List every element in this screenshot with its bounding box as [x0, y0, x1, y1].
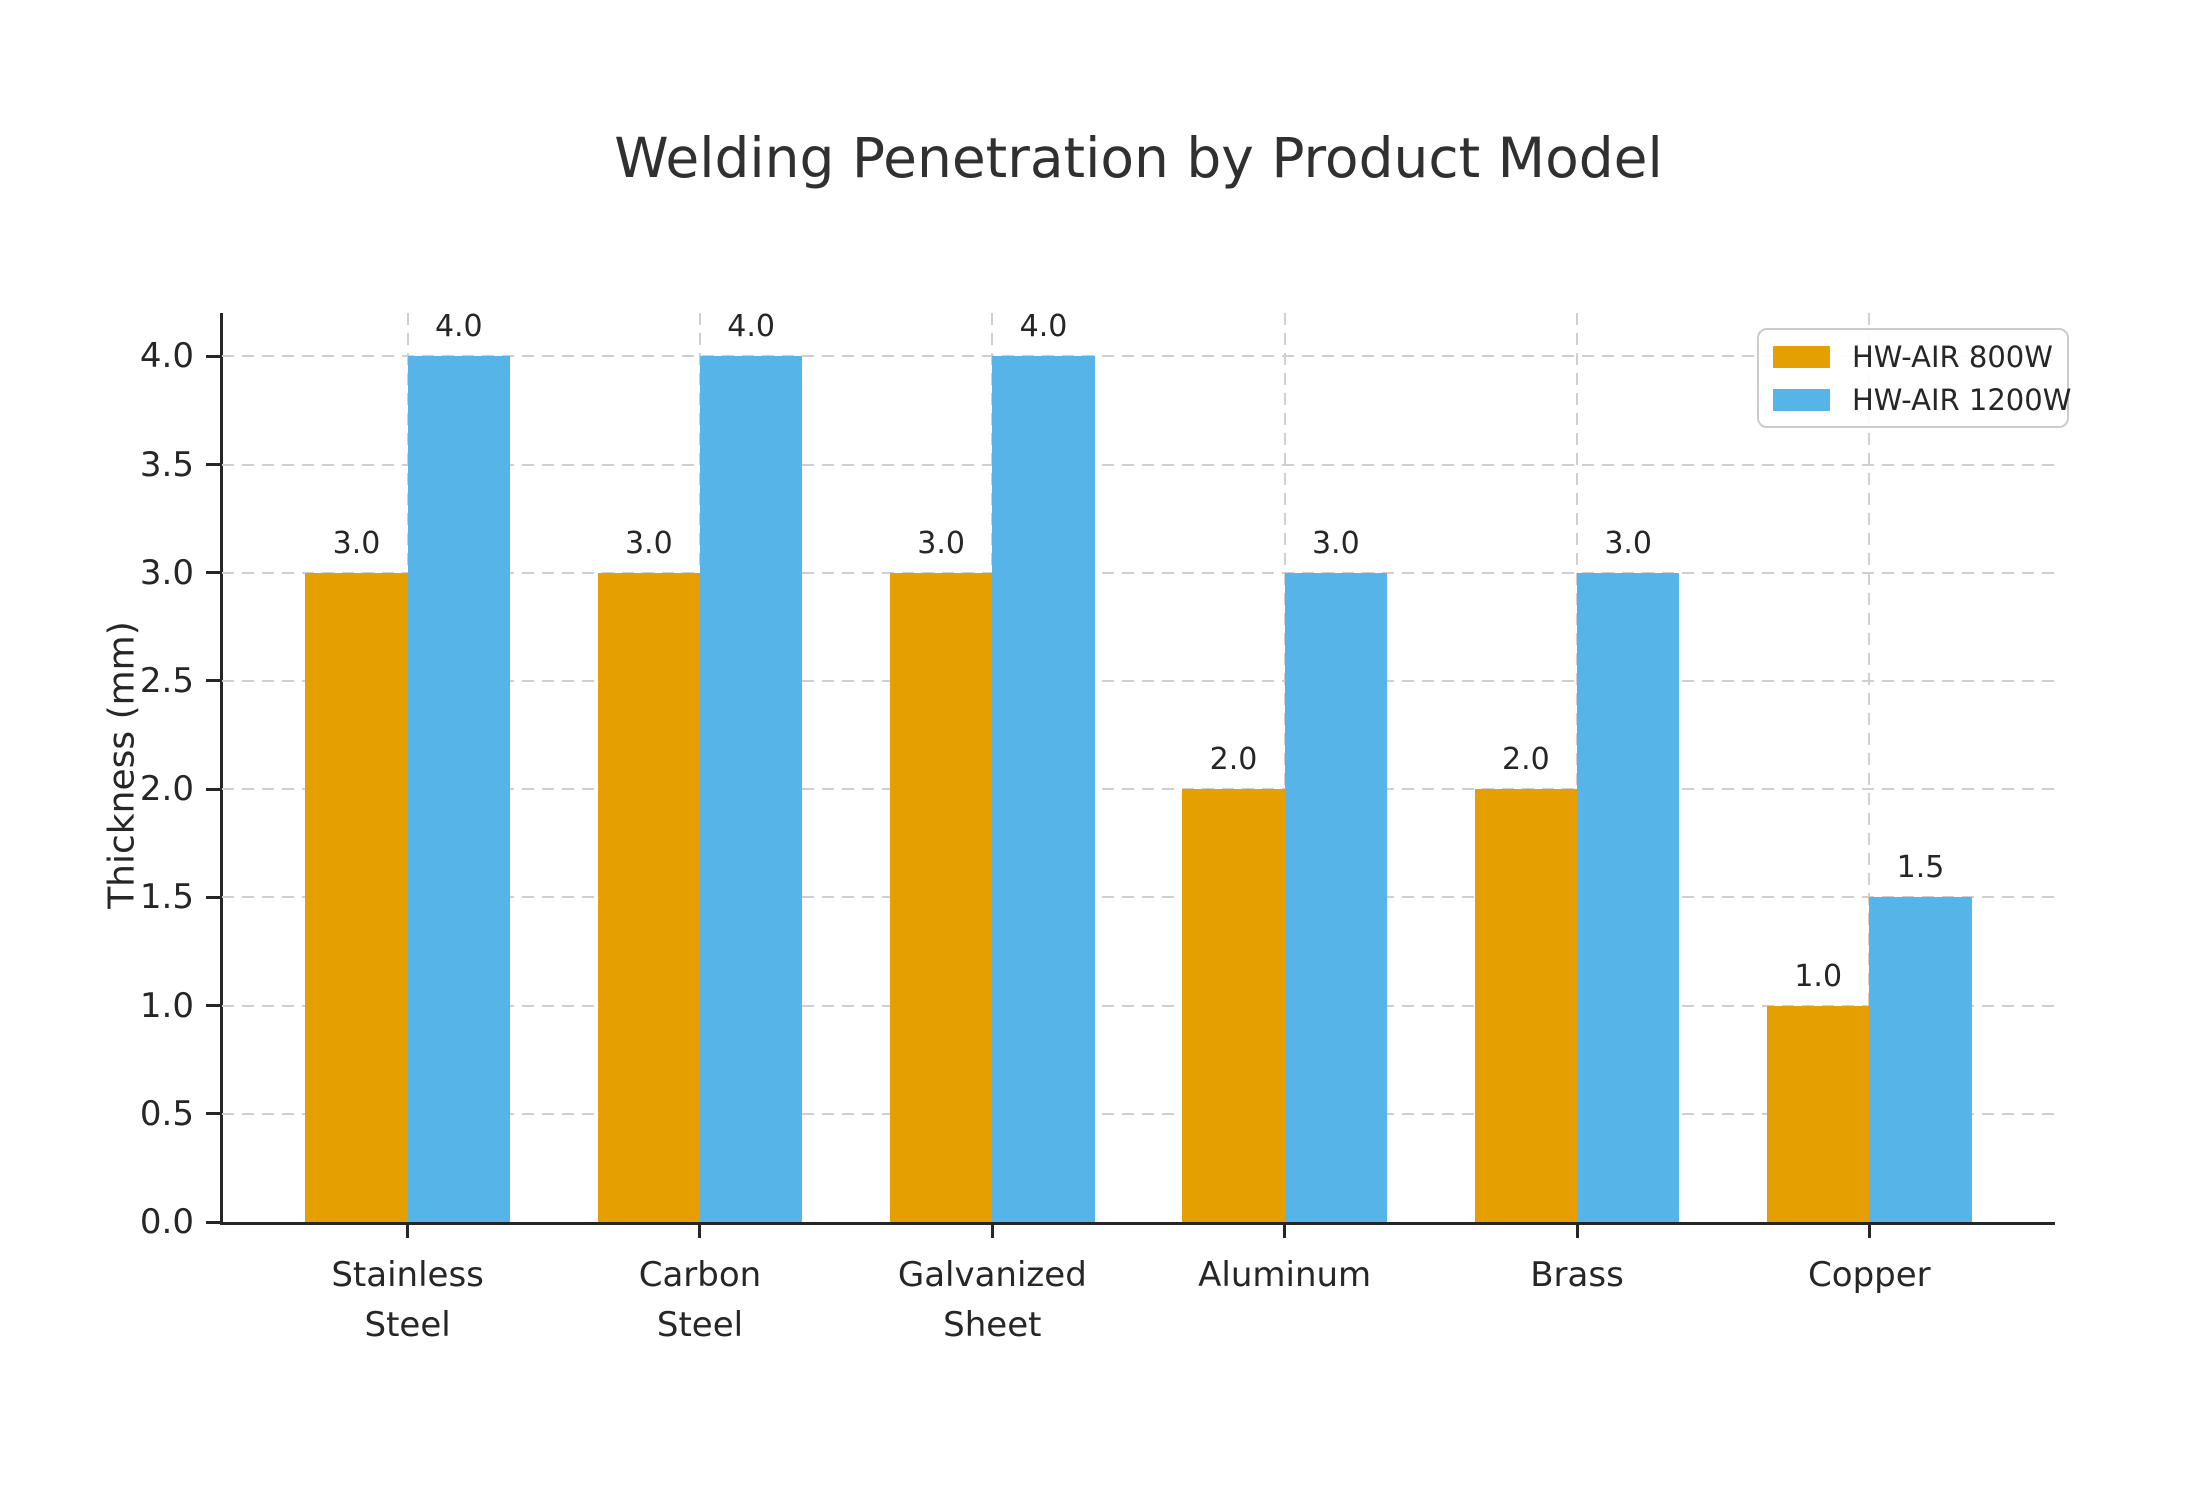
gridline-horizontal — [222, 463, 2055, 466]
y-tick-mark — [206, 1004, 220, 1008]
bar — [890, 572, 993, 1222]
y-tick-mark — [206, 463, 220, 466]
legend-color-swatch — [1773, 388, 1830, 411]
x-tick-mark — [990, 1225, 994, 1238]
y-tick-label: 4.0 — [139, 336, 194, 377]
gridline-horizontal — [222, 571, 2055, 574]
x-tick-mark — [1283, 1225, 1287, 1238]
x-tick-label: Carbon Steel — [638, 1255, 762, 1345]
bar-value-label: 3.0 — [624, 525, 673, 561]
x-tick-label: Stainless Steel — [331, 1255, 484, 1345]
bar-value-label: 1.0 — [1794, 958, 1843, 994]
bar — [597, 572, 700, 1222]
y-tick-label: 0.5 — [139, 1093, 194, 1134]
bar — [992, 356, 1095, 1222]
bar — [699, 356, 803, 1222]
legend-color-swatch — [1773, 345, 1830, 368]
plot-area: 0.0 0.5 1.0 1.5 2.0 2.5 3.0 3.5 4.0 Stainless Ste… — [140, 309, 2055, 1345]
bar — [1869, 897, 1972, 1222]
bar — [1577, 572, 1680, 1222]
y-tick-mark — [206, 571, 220, 575]
y-axis-spine — [220, 313, 223, 1224]
bar — [1474, 789, 1577, 1222]
x-tick-label: Aluminum — [1198, 1255, 1372, 1295]
gridline-vertical — [1868, 313, 1871, 1222]
bar — [1284, 572, 1387, 1222]
legend-series-label: HW-AIR 800W — [1852, 339, 2053, 374]
y-tick-label: 3.5 — [139, 444, 194, 485]
y-tick-label: 2.0 — [139, 769, 194, 810]
y-tick-label: 0.0 — [139, 1202, 194, 1242]
gridline-horizontal — [222, 679, 2055, 682]
chart-title: Welding Penetration by Product Model — [614, 126, 1663, 190]
legend-series-label: HW-AIR 1200W — [1852, 382, 2072, 417]
bar-value-label: 3.0 — [332, 525, 381, 561]
y-tick-mark — [206, 787, 220, 791]
gridline-horizontal — [222, 355, 2055, 358]
bar — [1767, 1005, 1870, 1222]
bar-value-label: 2.0 — [1501, 742, 1550, 778]
y-tick-label: 1.0 — [139, 985, 194, 1026]
bar-value-label: 3.0 — [917, 525, 966, 561]
x-axis-spine — [220, 1222, 2055, 1225]
bar-value-label: 4.0 — [727, 309, 775, 345]
legend: HW-AIR 800W HW-AIR 1200W — [1757, 328, 2071, 428]
gridline-horizontal — [222, 1112, 2055, 1115]
legend-item: HW-AIR 800W — [1773, 336, 2053, 377]
y-tick-mark — [206, 1112, 220, 1116]
x-tick-mark — [1867, 1225, 1871, 1238]
y-tick-mark — [206, 1220, 220, 1224]
x-tick-mark — [1575, 1225, 1579, 1238]
gridline-horizontal — [222, 788, 2055, 791]
y-tick-mark — [206, 679, 220, 683]
bar — [305, 572, 408, 1222]
gridline-horizontal — [222, 1004, 2055, 1007]
y-tick-label: 1.5 — [139, 877, 194, 918]
bar-value-label: 4.0 — [434, 309, 483, 345]
bar — [1182, 789, 1285, 1222]
y-tick-label: 3.0 — [139, 552, 194, 593]
gridline-horizontal — [222, 896, 2055, 899]
x-tick-label: Galvanized Sheet — [897, 1255, 1087, 1345]
bar-value-label: 3.0 — [1604, 525, 1653, 561]
y-tick-label: 2.5 — [139, 660, 194, 701]
bar-value-label: 1.5 — [1896, 850, 1945, 886]
bar — [407, 356, 510, 1222]
bar-value-label: 2.0 — [1209, 742, 1258, 778]
y-tick-mark — [206, 895, 220, 899]
bar-value-label: 4.0 — [1019, 309, 1068, 345]
x-tick-mark — [698, 1225, 702, 1238]
x-tick-label: Copper — [1808, 1255, 1931, 1295]
bar-value-label: 3.0 — [1311, 525, 1360, 561]
y-tick-mark — [206, 354, 220, 358]
x-tick-label: Brass — [1530, 1255, 1624, 1295]
legend-item: HW-AIR 1200W — [1773, 379, 2071, 420]
x-tick-mark — [406, 1225, 410, 1238]
